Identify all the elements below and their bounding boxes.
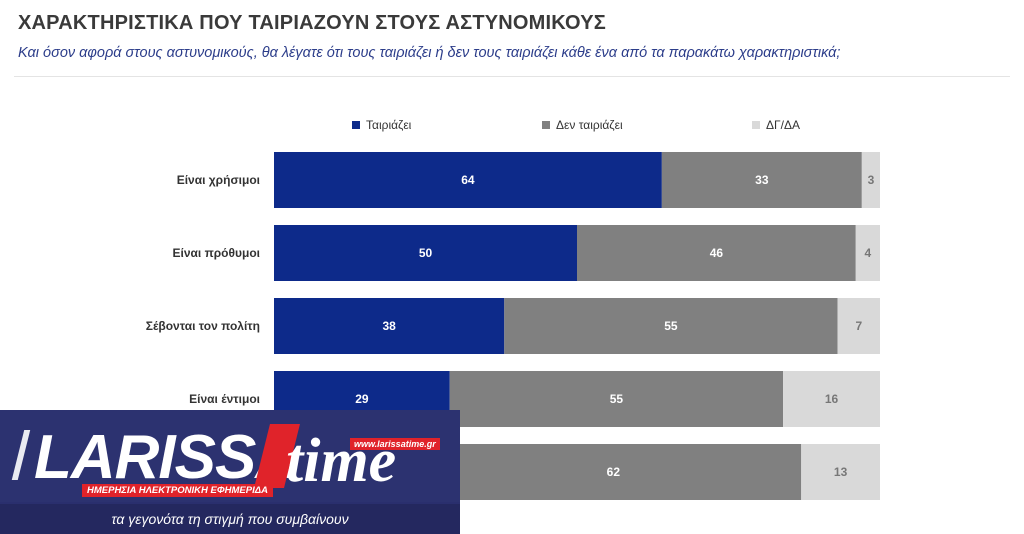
chart-subtitle: Και όσον αφορά στους αστυνομικούς, θα λέ… bbox=[18, 45, 841, 61]
data-label-dk-na: 7 bbox=[855, 319, 862, 333]
legend-item-fits: Ταιριάζει bbox=[352, 118, 411, 132]
legend-swatch-dk-na bbox=[752, 121, 760, 129]
data-label-fits: 64 bbox=[461, 173, 475, 187]
bar-dk-na bbox=[855, 225, 880, 281]
bar-fits bbox=[274, 225, 577, 281]
legend-label-fits: Ταιριάζει bbox=[366, 118, 412, 132]
legend-item-dk-na: ΔΓ/ΔΑ bbox=[752, 118, 800, 132]
data-label-not-fits: 55 bbox=[610, 392, 624, 406]
bar-dk-na bbox=[861, 152, 880, 208]
legend-swatch-fits bbox=[352, 121, 360, 129]
data-label-dk-na: 4 bbox=[865, 246, 872, 260]
header-divider bbox=[14, 76, 1010, 77]
category-label: Είναι έντιμοι bbox=[189, 392, 260, 406]
data-label-fits: 29 bbox=[355, 392, 369, 406]
data-label-not-fits: 33 bbox=[755, 173, 769, 187]
bar-not-fits bbox=[577, 225, 856, 281]
legend-item-not-fits: Δεν ταιριάζει bbox=[542, 118, 623, 132]
bar-not-fits bbox=[425, 444, 802, 500]
data-label-not-fits: 46 bbox=[710, 246, 724, 260]
data-label-fits: 38 bbox=[382, 319, 396, 333]
larissatime-watermark: LARISSA time www.larissatime.gr ΗΜΕΡΗΣΙΑ… bbox=[0, 410, 460, 534]
data-label-dk-na: 13 bbox=[834, 465, 848, 479]
category-label: Σέβονται τον πολίτη bbox=[146, 319, 260, 333]
watermark-tagline: ΗΜΕΡΗΣΙΑ ΗΛΕΚΤΡΟΝΙΚΗ ΕΦΗΜΕΡΙΔΑ bbox=[82, 484, 273, 497]
legend-swatch-not-fits bbox=[542, 121, 550, 129]
data-label-fits: 50 bbox=[419, 246, 433, 260]
chart-title: ΧΑΡΑΚΤΗΡΙΣΤΙΚΑ ΠΟΥ ΤΑΙΡΙΑΖΟΥΝ ΣΤΟΥΣ ΑΣΤΥ… bbox=[18, 12, 606, 34]
data-label-dk-na: 16 bbox=[825, 392, 839, 406]
data-label-not-fits: 55 bbox=[664, 319, 678, 333]
bar-fits bbox=[274, 298, 505, 354]
bar-dk-na bbox=[801, 444, 880, 500]
watermark-word-time: time bbox=[286, 427, 397, 495]
bar-not-fits bbox=[504, 298, 838, 354]
category-label: Είναι πρόθυμοι bbox=[173, 246, 260, 260]
bar-fits bbox=[274, 152, 662, 208]
watermark-slogan: τα γεγονότα τη στιγμή που συμβαίνουν bbox=[0, 504, 460, 534]
legend-label-not-fits: Δεν ταιριάζει bbox=[556, 118, 623, 132]
bar-dk-na bbox=[783, 371, 880, 427]
data-label-not-fits: 62 bbox=[607, 465, 621, 479]
bar-dk-na bbox=[837, 298, 880, 354]
data-label-dk-na: 3 bbox=[868, 173, 875, 187]
category-label: Είναι χρήσιμοι bbox=[177, 173, 260, 187]
watermark-url: www.larissatime.gr bbox=[350, 438, 440, 450]
bar-not-fits bbox=[449, 371, 784, 427]
legend-label-dk-na: ΔΓ/ΔΑ bbox=[766, 118, 800, 132]
bar-not-fits bbox=[661, 152, 862, 208]
